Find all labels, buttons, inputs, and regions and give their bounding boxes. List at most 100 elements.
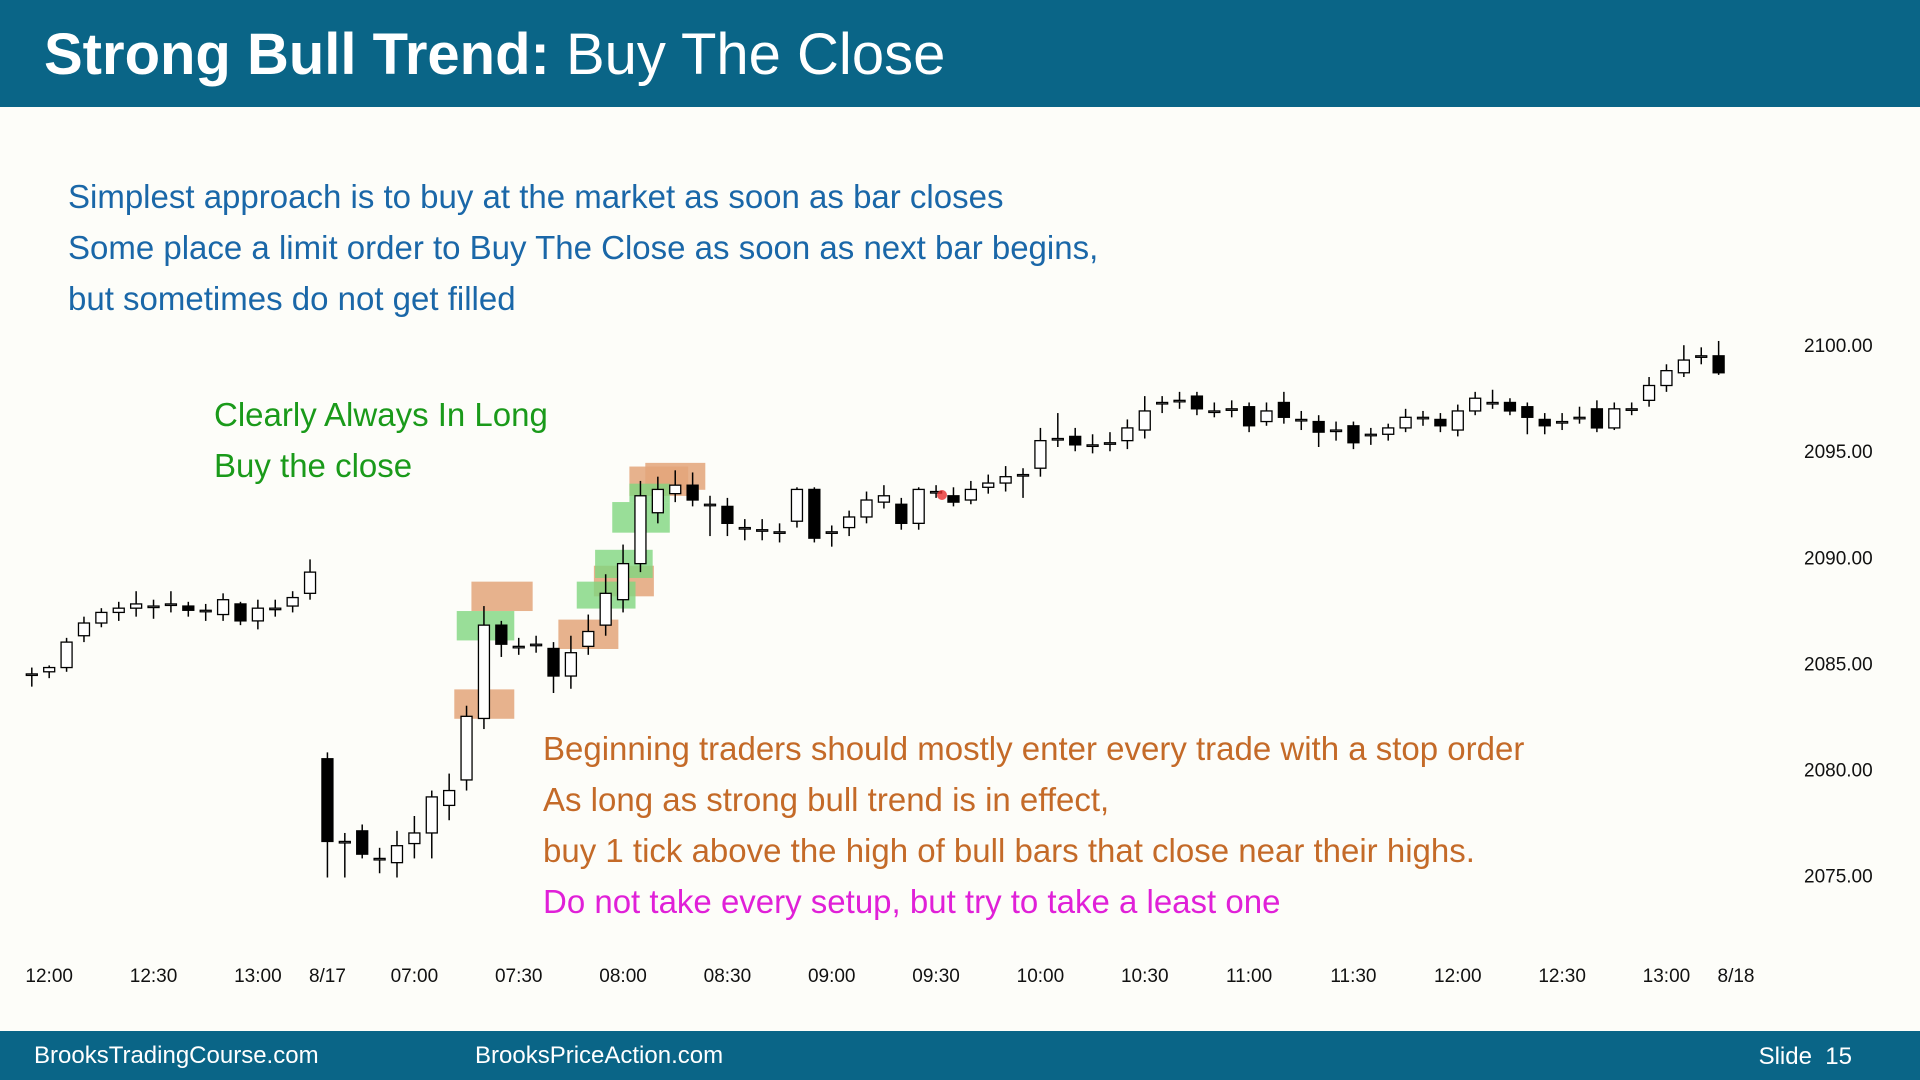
x-tick-label: 12:30 — [130, 966, 178, 987]
candle-body — [616, 562, 630, 601]
candle-body — [286, 596, 299, 607]
candle-body — [460, 715, 473, 781]
x-tick-label: 12:00 — [25, 966, 73, 987]
y-tick-label: 2090.00 — [1804, 548, 1873, 569]
candle-body — [1625, 408, 1638, 411]
candle-body — [251, 607, 265, 622]
title-bold: Strong Bull Trend: — [44, 22, 550, 87]
candle-body — [1712, 355, 1725, 374]
candle-body — [216, 599, 230, 616]
candle-body — [1260, 410, 1273, 423]
candle-body — [373, 857, 386, 861]
header-band — [0, 0, 1920, 107]
candle-body — [599, 592, 612, 626]
candle-body — [77, 622, 91, 637]
candle-body — [1538, 418, 1551, 427]
x-tick-label: 07:30 — [495, 966, 543, 987]
footer-center: BrooksPriceAction.com — [475, 1042, 723, 1069]
x-tick-label: 10:30 — [1121, 966, 1169, 987]
candle-body — [999, 476, 1012, 484]
candle-body — [1329, 429, 1343, 433]
candle-body — [1156, 401, 1169, 405]
candle-body — [1295, 418, 1308, 422]
blue-notes: Simplest approach is to buy at the marke… — [68, 178, 1098, 317]
note-line: Beginning traders should mostly enter ev… — [543, 730, 1524, 767]
candle-body — [1208, 410, 1221, 414]
candle-body — [825, 531, 838, 534]
candle-body — [947, 495, 960, 503]
note-line: buy 1 tick above the high of bull bars t… — [543, 832, 1475, 869]
candle-body — [547, 647, 560, 677]
x-tick-label: 13:00 — [234, 966, 282, 987]
candle-body — [1103, 442, 1117, 445]
x-tick-label: 08:30 — [704, 966, 752, 987]
candle-body — [895, 503, 908, 524]
candle-body — [564, 652, 578, 677]
candle-body — [1069, 435, 1082, 446]
x-tick-label: 09:00 — [808, 966, 856, 987]
candle-body — [686, 484, 699, 501]
candle-body — [495, 624, 508, 645]
candle-body — [1347, 425, 1360, 444]
candle-body — [721, 505, 734, 524]
note-line: Do not take every setup, but try to take… — [543, 883, 1280, 920]
y-tick-label: 2080.00 — [1804, 760, 1873, 781]
candle-body — [1642, 384, 1656, 401]
candle-body — [982, 482, 995, 488]
candle-body — [303, 571, 317, 594]
candle-body — [1399, 416, 1412, 429]
candle-body — [1573, 416, 1586, 420]
candle-body — [1034, 439, 1047, 469]
candle-body — [60, 641, 73, 669]
candle-body — [1608, 408, 1621, 429]
candle-body — [1225, 408, 1238, 411]
candle-body — [651, 488, 664, 514]
note-line: Some place a limit order to Buy The Clos… — [68, 229, 1098, 266]
candle-body — [1469, 397, 1482, 412]
candle-body — [425, 796, 438, 834]
slide-title: Strong Bull Trend: Buy The Close — [44, 22, 945, 87]
x-tick-label: 12:30 — [1538, 966, 1586, 987]
green-notes: Clearly Always In Long Buy the close — [214, 396, 548, 484]
candle-body — [860, 499, 873, 518]
marker-dot — [937, 490, 947, 500]
candle-body — [512, 645, 525, 649]
candle-body — [390, 845, 404, 864]
title-rest: Buy The Close — [566, 22, 945, 87]
candle-body — [756, 529, 769, 532]
candle-body — [338, 840, 351, 844]
candle-body — [529, 643, 543, 647]
candle-body — [1503, 401, 1517, 412]
candle-body — [1173, 399, 1186, 403]
x-tick-label: 08:00 — [599, 966, 647, 987]
candle-body — [1242, 406, 1256, 427]
note-line: As long as strong bull trend is in effec… — [543, 781, 1109, 818]
stop-entry-box — [471, 581, 533, 612]
candle-body — [112, 607, 125, 614]
footer-left: BrooksTradingCourse.com — [34, 1042, 319, 1069]
x-tick-label: 8/18 — [1718, 966, 1755, 987]
candle-body — [964, 488, 978, 501]
candle-body — [703, 503, 717, 507]
orange-notes: Beginning traders should mostly enter ev… — [543, 730, 1524, 869]
candle-body — [773, 531, 786, 534]
candle-body — [1677, 359, 1690, 374]
y-tick-label: 2075.00 — [1804, 866, 1873, 887]
candlestick-chart: 2075.00 2080.00 2085.00 2090.00 2095.00 2100.… — [25, 336, 1872, 987]
candle-body — [1660, 370, 1673, 387]
candle-body — [269, 607, 282, 611]
candle-body — [1312, 420, 1325, 433]
candle-body — [877, 495, 891, 503]
candle-body — [669, 484, 682, 495]
candle-body — [443, 789, 456, 807]
candle-body — [1590, 408, 1604, 429]
candle-body — [95, 611, 108, 624]
x-tick-label: 07:00 — [391, 966, 439, 987]
candle-body — [234, 603, 247, 622]
note-line: Simplest approach is to buy at the marke… — [68, 178, 1003, 215]
candle-body — [1451, 410, 1464, 431]
candle-body — [1555, 420, 1569, 424]
